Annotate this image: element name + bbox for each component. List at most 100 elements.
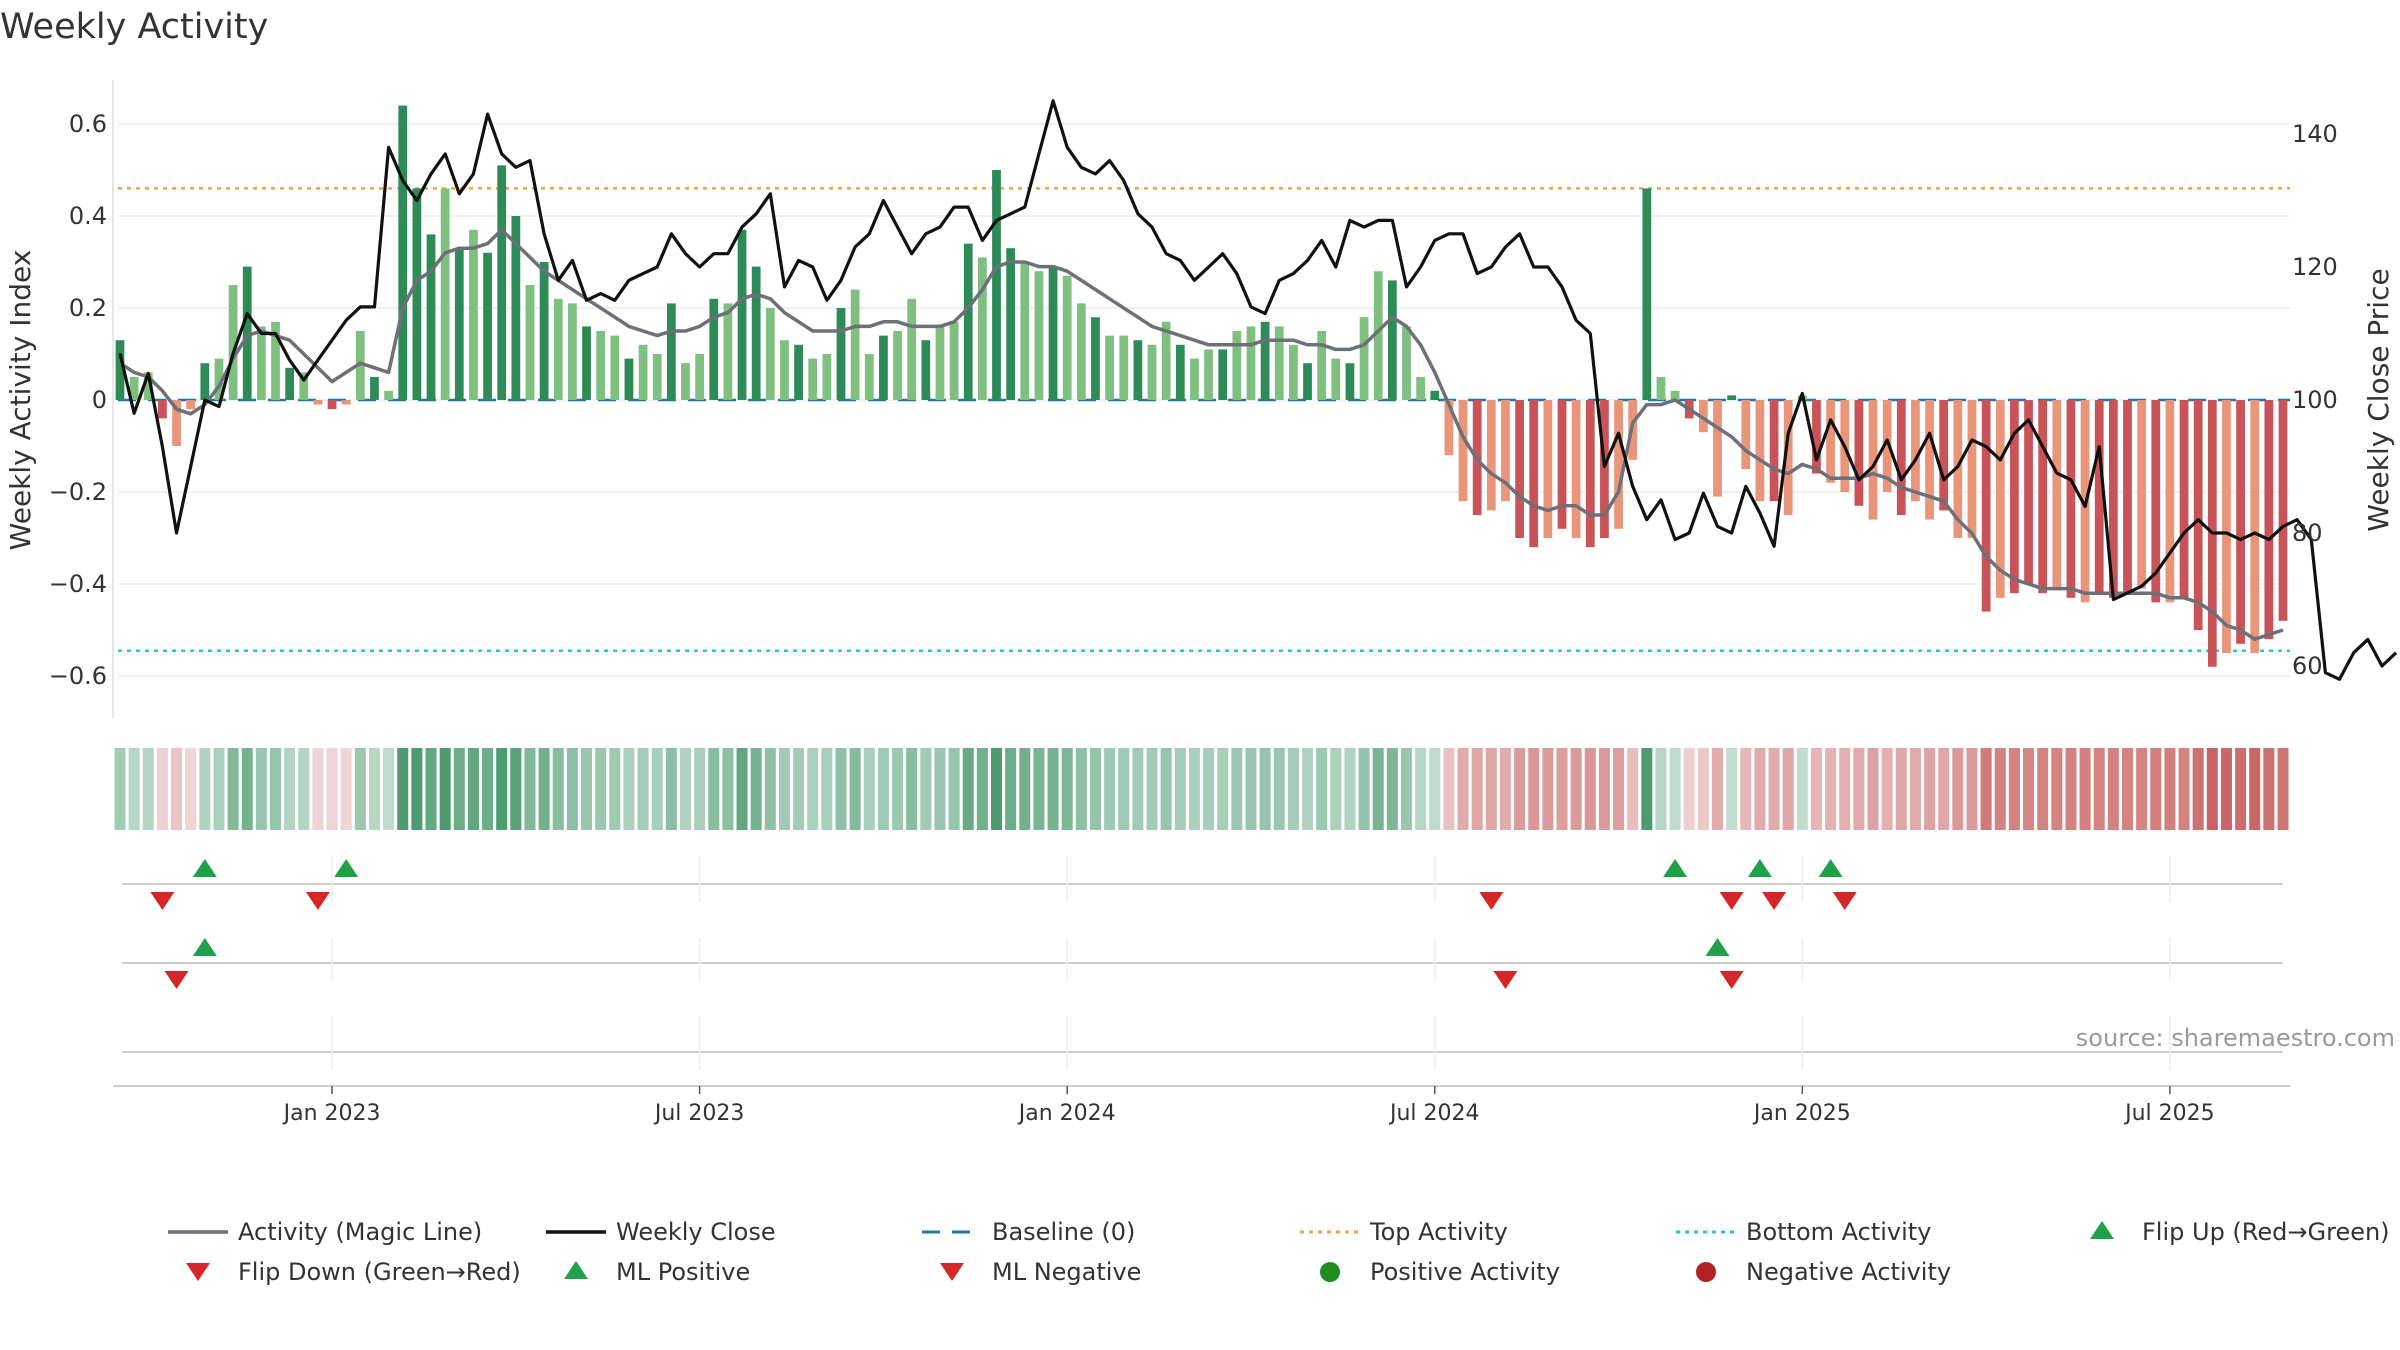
activity-bar bbox=[2165, 400, 2175, 603]
activity-bar bbox=[2108, 400, 2118, 598]
activity-bar bbox=[2066, 400, 2076, 598]
activity-bar bbox=[751, 266, 761, 400]
activity-bar bbox=[1585, 400, 1595, 548]
activity-bar bbox=[525, 285, 535, 400]
legend-label: Top Activity bbox=[1369, 1218, 1508, 1246]
activity-bar bbox=[412, 188, 422, 400]
strip-cell bbox=[920, 748, 932, 830]
axes: 0.6 0.4 0.2 0 −0.2 −0.4 −0.6 140 120 100 80 60 bbox=[49, 80, 2338, 718]
y2-tick-label: 60 bbox=[2292, 652, 2323, 680]
activity-bar bbox=[1345, 363, 1355, 400]
activity-bar bbox=[681, 363, 690, 400]
strip-cell bbox=[156, 748, 168, 830]
signal-panels bbox=[122, 856, 2283, 1070]
strip-cell bbox=[665, 748, 677, 830]
strip-cell bbox=[552, 748, 564, 830]
legend-label: Activity (Magic Line) bbox=[238, 1218, 482, 1246]
activity-bar bbox=[808, 358, 818, 400]
activity-bar bbox=[1175, 344, 1185, 400]
legend-item: Activity (Magic Line) bbox=[168, 1218, 482, 1246]
y2-axis-label: Weekly Close Price bbox=[2362, 268, 2395, 531]
strip-cell bbox=[1726, 748, 1738, 830]
strip-cell bbox=[2164, 748, 2176, 830]
activity-bar bbox=[1656, 377, 1666, 400]
activity-bar bbox=[1769, 400, 1779, 502]
strip-cell bbox=[1542, 748, 1554, 830]
flip-down-marker bbox=[1479, 892, 1504, 910]
activity-bar bbox=[624, 358, 634, 400]
strip-cell bbox=[2192, 748, 2204, 830]
activity-bar bbox=[765, 308, 775, 400]
legend-marker-triangle-down bbox=[940, 1263, 964, 1281]
strip-cell bbox=[1627, 748, 1639, 830]
activity-bar bbox=[370, 377, 379, 400]
activity-bar bbox=[256, 326, 266, 400]
strip-cell bbox=[1259, 748, 1271, 830]
legend-item: Top Activity bbox=[1300, 1218, 1508, 1246]
strip-cell bbox=[1429, 748, 1441, 830]
activity-bar bbox=[2193, 400, 2203, 630]
strip-cell bbox=[255, 748, 267, 830]
y2-tick-label: 140 bbox=[2292, 120, 2338, 148]
strip-cell bbox=[863, 748, 875, 830]
activity-bar bbox=[1783, 400, 1793, 515]
activity-bar bbox=[822, 354, 832, 400]
activity-bar bbox=[1995, 400, 2005, 598]
activity-bar bbox=[313, 400, 323, 405]
strip-cell bbox=[1485, 748, 1497, 830]
strip-cell bbox=[1613, 748, 1625, 830]
strip-cell bbox=[807, 748, 819, 830]
activity-bar bbox=[582, 326, 591, 400]
strip-cell bbox=[397, 748, 409, 830]
y-tick-label: 0.4 bbox=[69, 202, 107, 230]
series-lines bbox=[118, 99, 2398, 681]
legend-label: Baseline (0) bbox=[992, 1218, 1135, 1246]
strip-cell bbox=[213, 748, 225, 830]
activity-bar bbox=[1911, 400, 1920, 502]
activity-bar bbox=[341, 400, 351, 405]
flip-down-marker bbox=[1719, 892, 1744, 910]
activity-bar bbox=[638, 344, 648, 400]
activity-bar bbox=[2264, 400, 2274, 640]
strip-cell bbox=[1061, 748, 1073, 830]
y-axis-label: Weekly Activity Index bbox=[4, 250, 37, 551]
strip-cell bbox=[2065, 748, 2077, 830]
activity-bar bbox=[1543, 400, 1553, 538]
activity-bar bbox=[1260, 321, 1270, 400]
y2-tick-label: 100 bbox=[2292, 386, 2338, 414]
x-tick-label: Jan 2024 bbox=[1017, 1101, 1116, 1126]
activity-bar bbox=[652, 354, 662, 400]
strip-cell bbox=[2008, 748, 2020, 830]
y-tick-label: −0.4 bbox=[49, 570, 107, 598]
legend-marker-triangle-down bbox=[186, 1263, 210, 1281]
strip-cell bbox=[976, 748, 988, 830]
strip-cell bbox=[1853, 748, 1865, 830]
activity-bar bbox=[1006, 248, 1016, 400]
strip-cell bbox=[595, 748, 607, 830]
strip-cell bbox=[566, 748, 578, 830]
strip-cell bbox=[2235, 748, 2247, 830]
strip-cell bbox=[637, 748, 649, 830]
activity-bar bbox=[1939, 400, 1949, 511]
flip-up-marker bbox=[1818, 859, 1843, 877]
strip-cell bbox=[722, 748, 734, 830]
strip-cell bbox=[269, 748, 282, 830]
activity-bar bbox=[1416, 377, 1426, 400]
strip-cell bbox=[1217, 748, 1229, 830]
weekly-close-series bbox=[118, 99, 2398, 681]
strip-cell bbox=[694, 748, 706, 830]
activity-bar bbox=[1868, 400, 1878, 520]
legend-item: Negative Activity bbox=[1696, 1258, 1951, 1286]
strip-cell bbox=[793, 748, 805, 830]
strip-cell bbox=[185, 748, 197, 830]
strip-cell bbox=[1655, 748, 1667, 830]
flip-up-marker bbox=[192, 859, 217, 877]
strip-cell bbox=[538, 748, 550, 830]
ml-negative-marker bbox=[164, 971, 189, 989]
strip-cell bbox=[2150, 748, 2162, 830]
activity-bar bbox=[1204, 349, 1213, 400]
activity-bar bbox=[963, 243, 973, 400]
strip-cell bbox=[1598, 748, 1610, 830]
activity-bar bbox=[200, 363, 210, 400]
strip-cell bbox=[1556, 748, 1568, 830]
